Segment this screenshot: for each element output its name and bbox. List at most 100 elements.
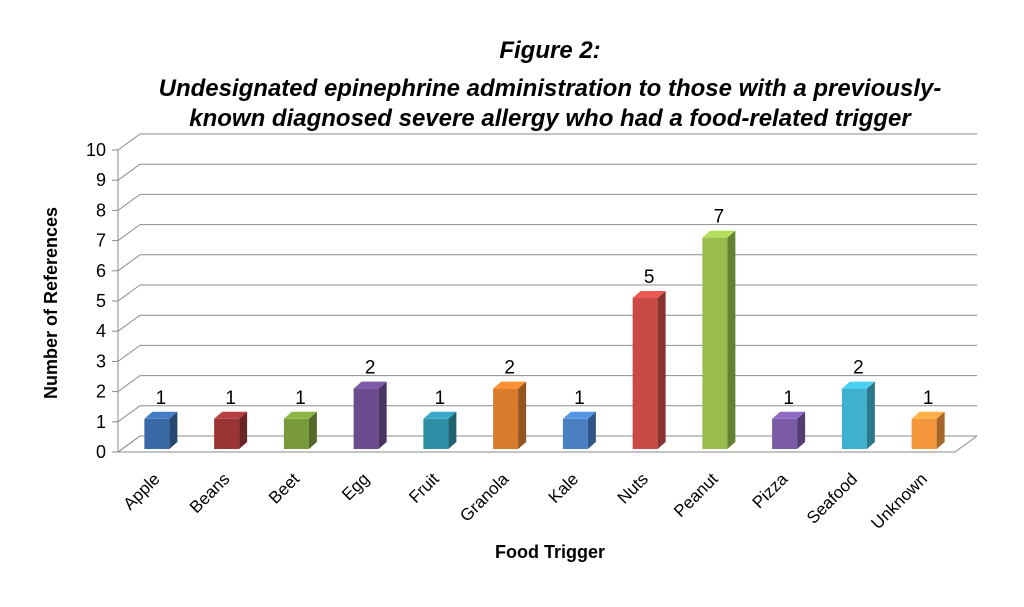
bar-top (772, 411, 806, 419)
y-tick-label: 2 (96, 382, 106, 402)
bar-side (169, 411, 178, 449)
x-tick-label: Nuts (614, 469, 652, 507)
x-tick-label: Seafood (803, 469, 861, 527)
data-label: 5 (644, 267, 655, 288)
chart-title-line-1: Figure 2: (499, 37, 601, 64)
y-axis-title: Number of References (41, 207, 61, 399)
data-label: 7 (714, 207, 725, 228)
bar-peanut (702, 230, 736, 449)
x-tick-label: Beet (265, 469, 303, 507)
bar-top (493, 381, 527, 389)
y-tick-label: 0 (96, 442, 106, 462)
y-tick-label: 4 (96, 321, 106, 341)
bar-side (587, 411, 596, 449)
y-tick-label: 5 (96, 291, 106, 311)
bar-top (283, 411, 317, 419)
data-label: 1 (295, 388, 306, 409)
bar-front (772, 418, 798, 449)
bar-top (702, 230, 736, 238)
floor-right-edge (954, 435, 978, 453)
x-tick-label: Apple (120, 469, 164, 513)
bar-front (493, 388, 519, 449)
x-tick-label: Egg (338, 469, 373, 504)
bar-front (702, 237, 728, 449)
chart-title-line-3: known diagnosed severe allergy who had a… (189, 105, 911, 132)
bar-side (727, 230, 736, 449)
x-tick-label: Kale (545, 469, 582, 506)
bar-front (423, 418, 449, 449)
bar-side (378, 381, 387, 449)
y-tick-label: 3 (96, 351, 106, 371)
chart-title-line-2: Undesignated epinephrine administration … (158, 75, 942, 102)
bars (144, 230, 945, 449)
y-tick-labels: 0 1 2 3 4 5 6 7 8 9 10 (86, 140, 106, 462)
bar-side (866, 381, 875, 449)
gridline-side (117, 254, 141, 272)
bar-pizza (772, 411, 806, 449)
x-tick-label: Fruit (405, 469, 443, 507)
data-label: 2 (504, 358, 515, 379)
gridline-side (117, 405, 141, 423)
gridline-side (117, 344, 141, 362)
x-tick-label: Unknown (867, 469, 931, 533)
y-tick-label: 9 (96, 170, 106, 190)
bar-side (936, 411, 945, 449)
bar-front (353, 388, 379, 449)
data-label: 1 (574, 388, 585, 409)
bar-side (239, 411, 248, 449)
bar-front (283, 418, 309, 449)
y-tick-label: 8 (96, 200, 106, 220)
bar-side (657, 291, 666, 449)
bar-egg (353, 381, 387, 449)
bar-side (797, 411, 806, 449)
bar-front (144, 418, 170, 449)
x-tick-label: Beans (186, 469, 234, 517)
y-tick-label: 10 (86, 140, 106, 160)
x-tick-labels: Apple Beans Beet Egg Fruit Granola Kale Nuts Pea… (120, 469, 931, 533)
data-label: 1 (156, 388, 167, 409)
bar-top (562, 411, 596, 419)
bar-front (911, 418, 937, 449)
bar-apple (144, 411, 178, 449)
bar-top (144, 411, 178, 419)
data-label: 2 (853, 358, 864, 379)
y-tick-label: 6 (96, 261, 106, 281)
bar-beet (283, 411, 317, 449)
bar-front (632, 298, 658, 449)
bar-top (911, 411, 945, 419)
bar-kale (562, 411, 596, 449)
gridline-side (117, 284, 141, 302)
bar-front (841, 388, 867, 449)
data-label: 1 (923, 388, 934, 409)
bar-nuts (632, 291, 666, 449)
bar-seafood (841, 381, 875, 449)
bar-beans (214, 411, 248, 449)
bar-front (562, 418, 588, 449)
bar-side (448, 411, 457, 449)
bar-granola (493, 381, 527, 449)
bar-fruit (423, 411, 457, 449)
data-label: 1 (225, 388, 236, 409)
bar-unknown (911, 411, 945, 449)
data-label: 1 (435, 388, 446, 409)
gridline-side (117, 435, 141, 453)
x-tick-label: Granola (456, 469, 513, 526)
gridline-side (117, 193, 141, 211)
y-tick-label: 7 (96, 231, 106, 251)
bar-side (518, 381, 527, 449)
data-labels: 1 1 1 2 1 2 1 5 7 1 2 1 (156, 207, 934, 409)
bar-front (214, 418, 240, 449)
bar-top (632, 291, 666, 298)
gridline-side (117, 224, 141, 242)
gridline-side (117, 163, 141, 181)
bar-side (308, 411, 317, 449)
x-tick-label: Pizza (749, 469, 792, 512)
bar-top (353, 381, 387, 389)
data-label: 1 (783, 388, 794, 409)
bar-top (214, 411, 248, 419)
y-tick-label: 1 (96, 412, 106, 432)
x-tick-label: Peanut (670, 469, 722, 521)
x-axis-title: Food Trigger (495, 542, 605, 562)
gridline-side (117, 133, 141, 151)
